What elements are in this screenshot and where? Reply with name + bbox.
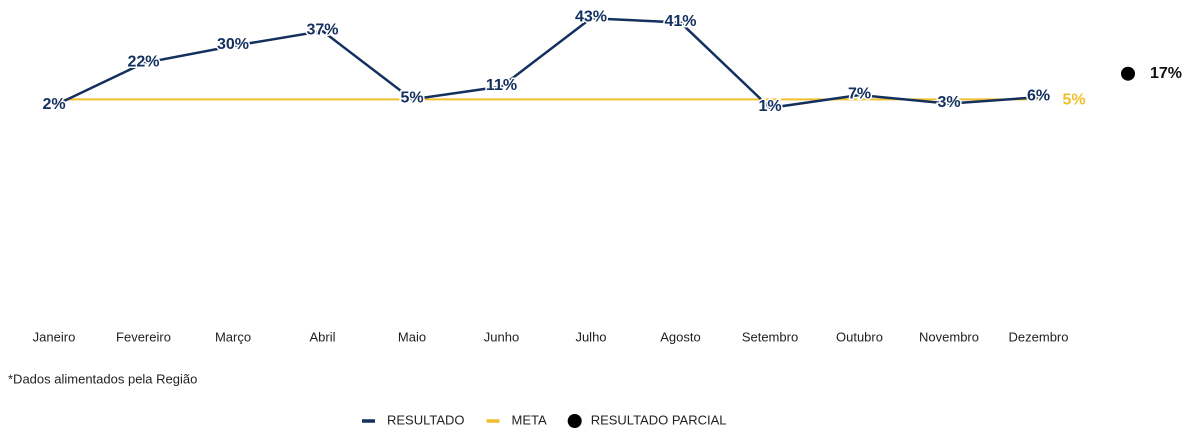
x-tick-label: Março [215, 329, 251, 344]
data-label: 2% [42, 96, 65, 113]
x-tick-label: Maio [398, 329, 426, 344]
data-label: 1% [758, 98, 781, 115]
series-line [53, 16, 1039, 110]
x-tick-label: Outubro [836, 329, 883, 344]
data-label: 3% [937, 94, 960, 111]
legend-label: RESULTADO [387, 412, 465, 427]
legend-label: META [512, 412, 547, 427]
x-tick-label: Junho [484, 329, 519, 344]
data-label: 6% [1027, 87, 1050, 104]
partial-point [1121, 66, 1135, 81]
legend-label: RESULTADO PARCIAL [591, 412, 727, 427]
x-tick-label: Fevereiro [116, 329, 171, 344]
x-tick-label: Dezembro [1009, 329, 1069, 344]
x-tick-label: Agosto [660, 329, 700, 344]
data-label: 30% [217, 36, 249, 53]
x-tick-label: Novembro [919, 329, 979, 344]
data-label: 41% [664, 13, 696, 30]
x-tick-label: Abril [309, 329, 335, 344]
partial-label: 17% [1150, 65, 1182, 82]
data-label: 22% [127, 53, 159, 70]
x-tick-label: Julho [575, 329, 606, 344]
data-label: 5% [400, 90, 423, 107]
legend-swatch [567, 414, 582, 428]
data-label: 5% [1063, 92, 1086, 109]
data-label: 37% [306, 21, 338, 38]
x-tick-label: Setembro [742, 329, 798, 344]
data-label: 7% [848, 85, 871, 102]
x-tick-label: Janeiro [33, 329, 76, 344]
data-label: 11% [486, 77, 517, 94]
data-label: 43% [575, 8, 607, 25]
note: *Dados alimentados pela Região [8, 371, 197, 386]
